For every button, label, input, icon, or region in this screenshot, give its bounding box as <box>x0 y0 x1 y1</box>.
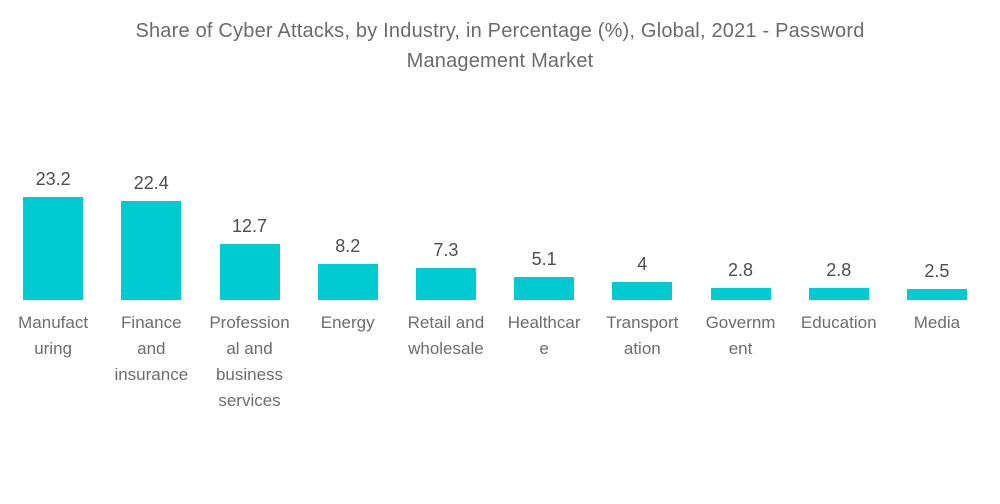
bar-area: 12.7 <box>219 165 280 300</box>
bar-value-label: 2.5 <box>924 261 950 281</box>
bar <box>612 282 673 300</box>
bar-value-label: 2.8 <box>728 260 754 280</box>
bar-value-label: 8.2 <box>335 236 361 256</box>
category-label: Transport ation <box>606 313 679 358</box>
category-label: Profession al and business services <box>209 313 290 410</box>
bar-column: 12.7 Profession al and business services <box>200 165 298 414</box>
category-label: Manufact uring <box>18 313 89 358</box>
bar <box>121 201 182 300</box>
bar <box>710 288 771 300</box>
bar-column: 8.2 Energy <box>299 165 397 414</box>
bar-area: 4 <box>612 165 673 300</box>
chart-title: Share of Cyber Attacks, by Industry, in … <box>135 20 865 72</box>
bar-area: 2.5 <box>906 165 967 300</box>
bar-value-label: 12.7 <box>231 216 268 236</box>
category-label: Media <box>913 313 961 332</box>
bar-area: 2.8 <box>808 165 869 300</box>
bar <box>514 277 575 300</box>
bar <box>415 268 476 300</box>
bar <box>906 289 967 300</box>
bar-column: 22.4 Finance and insurance <box>102 165 200 414</box>
bar-value-label: 5.1 <box>531 249 557 269</box>
bar <box>23 197 84 300</box>
bar-area: 8.2 <box>317 165 378 300</box>
category-label: Finance and insurance <box>114 313 189 384</box>
category-label: Healthcar e <box>507 313 581 358</box>
category-label: Retail and wholesale <box>407 313 485 358</box>
bar-value-label: 7.3 <box>433 240 459 260</box>
category-label: Energy <box>320 313 375 332</box>
bar-column: 5.1 Healthcar e <box>495 165 593 414</box>
bar-area: 2.8 <box>710 165 771 300</box>
bar-column: 23.2 Manufact uring <box>4 165 102 414</box>
bar-chart: 23.2 Manufact uring 22.4 Finance and insura… <box>0 165 1000 414</box>
bar <box>317 264 378 300</box>
bar-value-label: 22.4 <box>133 173 169 193</box>
bar <box>219 244 280 300</box>
bar-column: 2.8 Governm ent <box>691 165 789 414</box>
bar-area: 5.1 <box>514 165 575 300</box>
category-label: Education <box>800 313 877 332</box>
bar-column: 2.5 Media <box>888 165 986 414</box>
bar-column: 4 Transport ation <box>593 165 691 414</box>
bar-area: 7.3 <box>415 165 476 300</box>
category-label: Governm ent <box>705 313 776 358</box>
bar-column: 2.8 Education <box>790 165 888 414</box>
bar-value-label: 23.2 <box>35 169 71 189</box>
bar-area: 23.2 <box>23 165 84 300</box>
bar-value-label: 2.8 <box>826 260 852 280</box>
bar <box>808 288 869 300</box>
bar-area: 22.4 <box>121 165 182 300</box>
bar-column: 7.3 Retail and wholesale <box>397 165 495 414</box>
bar-value-label: 4 <box>637 254 648 274</box>
